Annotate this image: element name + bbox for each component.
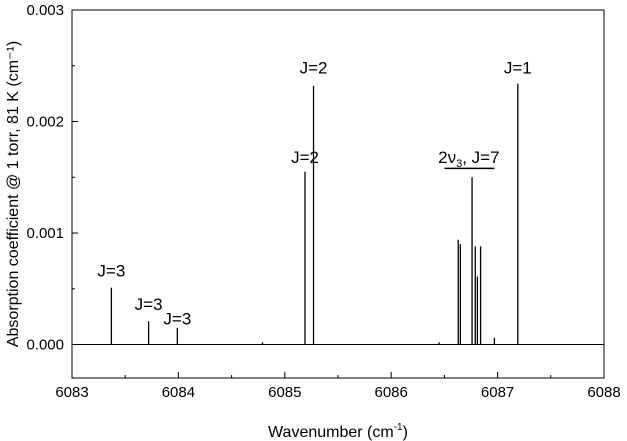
peak-label: J=1: [504, 59, 532, 78]
x-tick-label: 6088: [587, 384, 620, 401]
x-axis-label-close: ): [403, 424, 408, 441]
peak-label: J=2: [291, 148, 319, 167]
y-tick-label: 0.000: [26, 337, 64, 354]
x-tick-label: 6083: [55, 384, 88, 401]
band-annotation: 2ν3, J=7: [438, 148, 499, 170]
y-axis-label: Absorption coefficient @ 1 torr, 81 K (c…: [5, 41, 22, 347]
x-axis-label: Wavenumber (cm-1): [268, 422, 408, 441]
x-tick-label: 6085: [268, 384, 301, 401]
y-tick-label: 0.003: [26, 2, 64, 19]
x-axis-label-superscript: -1: [394, 422, 403, 433]
x-axis-label-main: Wavenumber (cm: [268, 424, 394, 441]
peak-label: J=2: [300, 59, 328, 78]
x-tick-label: 6084: [162, 384, 195, 401]
band-label-prefix: 2ν: [438, 148, 456, 167]
peak-label: J=3: [97, 262, 125, 281]
x-tick-label: 6087: [481, 384, 514, 401]
peak-annotations: J=3J=3J=3J=2J=2 J=1: [97, 59, 531, 329]
y-tick-label: 0.001: [26, 225, 64, 242]
band-label-subscript: 3: [456, 158, 462, 170]
band-label-suffix: , J=7: [462, 148, 499, 167]
spectrum-peaks: [110, 83, 519, 345]
y-axis-ticks: 0.000 0.001 0.002 0.003: [26, 2, 78, 354]
peak-label: J=3: [135, 295, 163, 314]
band-label: 2ν3, J=7: [438, 148, 499, 170]
x-tick-label: 6086: [375, 384, 408, 401]
y-tick-label: 0.002: [26, 114, 64, 131]
x-axis-ticks: 6083 6084 6085 6086 6087 6088: [55, 372, 621, 401]
peak-label: J=3: [163, 309, 191, 328]
